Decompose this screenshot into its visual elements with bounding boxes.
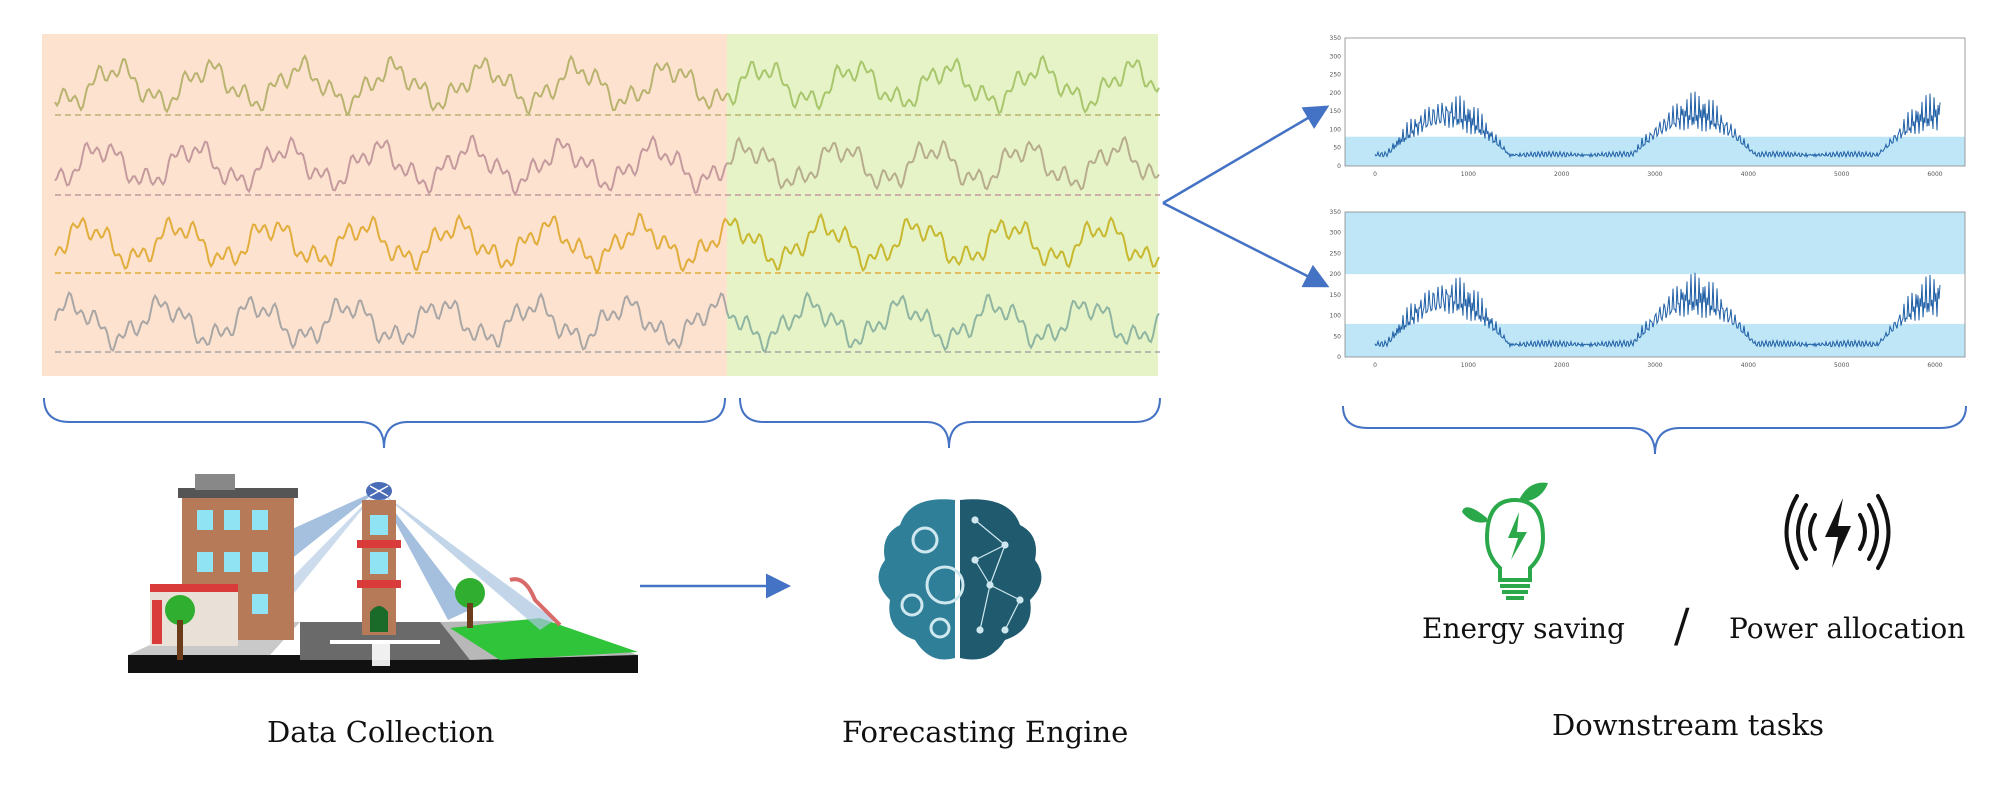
series-line bbox=[726, 135, 1160, 191]
load-series-line bbox=[1374, 272, 1941, 349]
x-tick-label: 3000 bbox=[1647, 171, 1662, 178]
x-tick-label: 5000 bbox=[1834, 362, 1849, 369]
x-tick-label: 4000 bbox=[1741, 171, 1756, 178]
history-brace bbox=[43, 397, 726, 449]
y-tick-label: 250 bbox=[1330, 250, 1342, 257]
downstream-tasks-label: Downstream tasks bbox=[1552, 708, 1825, 742]
y-tick-label: 150 bbox=[1330, 292, 1342, 299]
y-tick-label: 0 bbox=[1337, 354, 1341, 361]
threshold-band bbox=[1345, 136, 1965, 166]
x-tick-label: 6000 bbox=[1927, 171, 1942, 178]
x-tick-label: 5000 bbox=[1834, 171, 1849, 178]
series-line bbox=[726, 212, 1160, 273]
y-tick-label: 100 bbox=[1330, 313, 1342, 320]
y-tick-label: 350 bbox=[1330, 209, 1342, 216]
downstream-plot-1: 0 50 100 150 200 250 300 350 0 1000 2000 3000 4000 50… bbox=[1330, 35, 1966, 178]
x-tick-label: 2000 bbox=[1554, 362, 1569, 369]
x-tick-label: 1000 bbox=[1461, 362, 1476, 369]
y-tick-label: 50 bbox=[1333, 145, 1341, 152]
forecast-brace bbox=[739, 397, 1161, 449]
load-series-line bbox=[1374, 91, 1941, 159]
plot-frame bbox=[1344, 37, 1966, 167]
series-line bbox=[54, 291, 728, 352]
plot-frame bbox=[1344, 211, 1966, 358]
threshold-band bbox=[1345, 323, 1965, 357]
x-tick-label: 1000 bbox=[1461, 171, 1476, 178]
y-tick-label: 250 bbox=[1330, 72, 1342, 79]
x-tick-label: 0 bbox=[1373, 362, 1377, 369]
x-tick-label: 3000 bbox=[1647, 362, 1662, 369]
downstream-brace bbox=[1342, 405, 1967, 455]
x-tick-label: 0 bbox=[1373, 171, 1377, 178]
y-tick-label: 300 bbox=[1330, 230, 1342, 237]
task-separator: / bbox=[1674, 598, 1690, 652]
y-tick-label: 50 bbox=[1333, 333, 1341, 340]
y-tick-label: 100 bbox=[1330, 126, 1342, 133]
series-line bbox=[726, 291, 1160, 354]
y-tick-label: 300 bbox=[1330, 53, 1342, 60]
y-tick-label: 350 bbox=[1330, 35, 1342, 42]
series-line bbox=[726, 54, 1160, 115]
x-tick-label: 6000 bbox=[1927, 362, 1942, 369]
x-tick-label: 4000 bbox=[1741, 362, 1756, 369]
downstream-plot-2: 0 50 100 150 200 250 300 350 0 1000 2000 3000 4000 50… bbox=[1330, 209, 1966, 369]
arrow-to-plot-top bbox=[1162, 105, 1330, 205]
power-allocation-label: Power allocation bbox=[1729, 612, 1966, 645]
data-collection-label: Data Collection bbox=[267, 715, 495, 749]
series-line bbox=[54, 134, 728, 197]
series-line bbox=[54, 54, 728, 117]
arrow-to-plot-bottom bbox=[1162, 201, 1330, 288]
threshold-band bbox=[1345, 212, 1965, 275]
y-tick-label: 0 bbox=[1337, 163, 1341, 170]
series-line bbox=[54, 212, 728, 275]
history-window bbox=[42, 34, 727, 376]
x-tick-label: 2000 bbox=[1554, 171, 1569, 178]
y-tick-label: 200 bbox=[1330, 90, 1342, 97]
energy-saving-label: Energy saving bbox=[1422, 612, 1625, 645]
forecasting-engine-label: Forecasting Engine bbox=[842, 715, 1129, 749]
y-tick-label: 150 bbox=[1330, 108, 1342, 115]
y-tick-label: 200 bbox=[1330, 271, 1342, 278]
